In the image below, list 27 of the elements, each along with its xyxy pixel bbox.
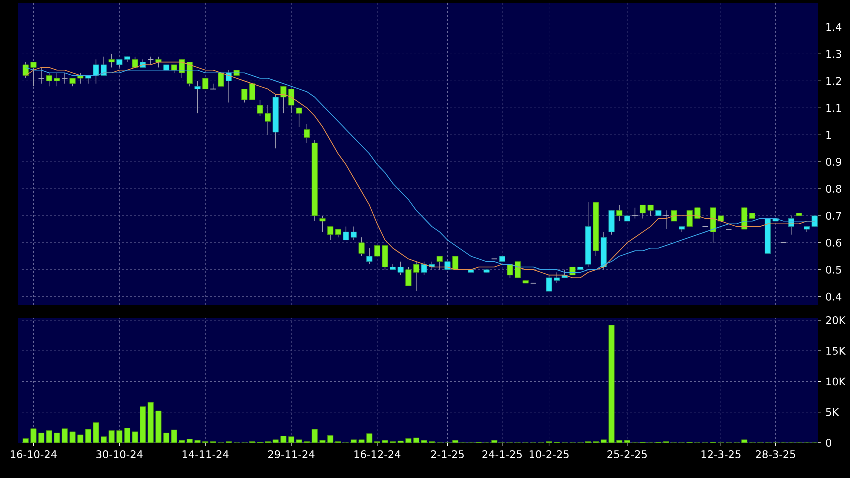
y-tick-label: 1.1: [826, 104, 842, 112]
y-tick-label: 5K: [826, 408, 840, 416]
y-tick-label: 0.4: [826, 292, 842, 301]
y-tick-label: 0: [826, 439, 832, 447]
x-tick-label: 25-2-25: [608, 450, 647, 458]
x-tick-label: 12-3-25: [702, 450, 741, 458]
x-tick-label: 28-3-25: [756, 450, 796, 458]
y-tick-label: 1.3: [826, 50, 842, 58]
x-tick-label: 10-2-25: [530, 450, 569, 458]
x-tick-label: 24-1-25: [482, 450, 522, 458]
y-tick-label: 20K: [826, 316, 846, 324]
y-tick-label: 1: [826, 131, 832, 139]
x-tick-label: 2-1-25: [431, 450, 464, 458]
x-tick-label: 14-11-24: [182, 450, 229, 458]
y-tick-label: 0.7: [826, 212, 842, 220]
y-tick-label: 15K: [826, 347, 846, 355]
y-tick-label: 1.4: [826, 23, 842, 32]
y-tick-label: 1.2: [826, 77, 842, 86]
y-tick-label: 0.6: [826, 239, 842, 247]
x-tick-label: 29-11-24: [268, 450, 315, 458]
y-tick-label: 0.8: [826, 185, 842, 194]
y-tick-label: 10K: [826, 378, 846, 386]
y-tick-label: 0.5: [826, 266, 842, 274]
x-tick-label: 16-12-24: [354, 450, 401, 458]
x-tick-label: 16-10-24: [11, 450, 57, 458]
x-tick-label: 30-10-24: [96, 450, 143, 458]
y-tick-label: 0.9: [826, 158, 842, 166]
